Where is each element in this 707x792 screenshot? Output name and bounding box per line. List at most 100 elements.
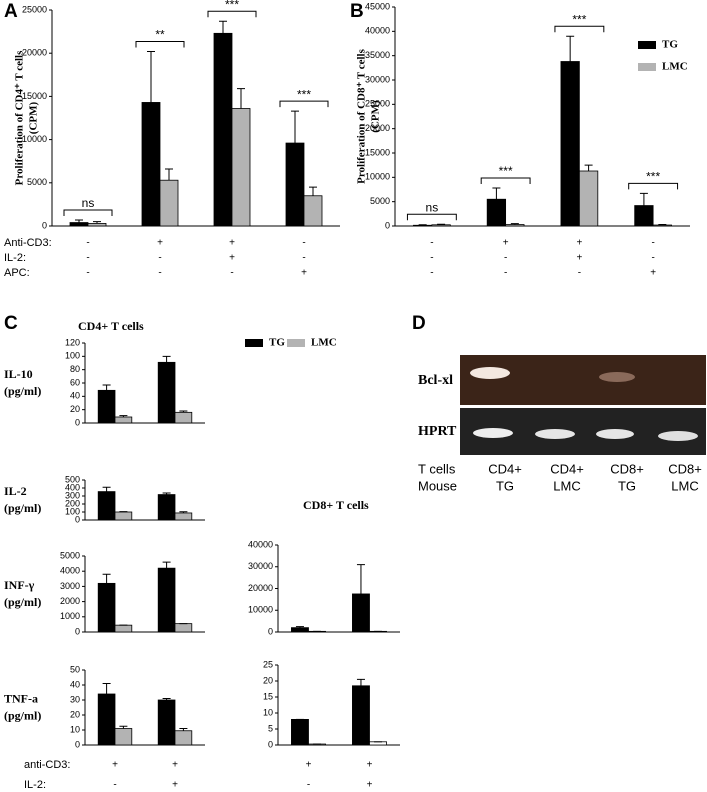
y-tick-label: 5000	[27, 177, 47, 187]
lane-label: LMC	[671, 478, 698, 493]
bar	[213, 32, 233, 227]
condition-mark: -	[430, 238, 433, 249]
significance-label: ***	[297, 87, 311, 101]
y-tick-label: 1000	[60, 611, 80, 621]
legend-swatch	[287, 339, 305, 347]
y-tick-label: 4000	[60, 566, 80, 576]
condition-mark: -	[504, 268, 507, 279]
error-bar	[237, 88, 245, 109]
error-bar	[179, 410, 188, 413]
significance-bracket	[554, 25, 605, 33]
y-axis-label: TNF-a	[4, 691, 38, 705]
y-tick-label: 10	[263, 707, 273, 717]
lane-label: LMC	[553, 478, 580, 493]
lane-label: TG	[618, 478, 636, 493]
error-bar	[639, 192, 648, 206]
condition-mark: -	[158, 253, 161, 264]
y-tick-label: 20	[70, 709, 80, 719]
bar	[174, 512, 193, 521]
error-bar	[566, 35, 575, 62]
condition-label: APC:	[4, 267, 30, 279]
y-tick-label: 400	[65, 482, 80, 492]
y-axis-label: (pg/ml)	[4, 501, 41, 515]
y-tick-label: 0	[75, 739, 80, 749]
y-tick-label: 300	[65, 490, 80, 500]
error-bar	[584, 164, 593, 172]
condition-mark: -	[86, 238, 89, 249]
y-tick-label: 20000	[22, 48, 47, 58]
bar	[560, 61, 580, 227]
legend-swatch	[638, 41, 656, 49]
y-tick-label: 30000	[248, 561, 273, 571]
y-tick-label: 50	[70, 664, 80, 674]
lane-label: CD8+	[610, 461, 644, 476]
gel-image	[460, 355, 706, 405]
condition-mark: -	[158, 268, 161, 279]
bar	[97, 582, 116, 633]
y-tick-label: 10	[70, 724, 80, 734]
condition-mark: -	[430, 268, 433, 279]
significance-bracket	[628, 182, 679, 190]
condition-mark: -	[302, 238, 305, 249]
bar	[231, 108, 251, 227]
bar	[174, 411, 193, 424]
error-bar	[291, 110, 299, 144]
gel-row-label: HPRT	[418, 424, 457, 439]
significance-label: ***	[499, 164, 513, 178]
bar	[114, 728, 133, 746]
bar	[97, 491, 116, 521]
error-bar	[102, 573, 111, 584]
significance-bracket	[279, 100, 329, 108]
panel-title: CD8+ T cells	[303, 498, 369, 512]
bar	[174, 730, 193, 746]
panel-label: C	[4, 313, 18, 334]
y-tick-label: 5000	[370, 196, 390, 206]
bar	[159, 179, 179, 227]
bar	[114, 416, 133, 424]
bar	[291, 627, 309, 633]
condition-mark: +	[172, 760, 178, 771]
y-tick-label: 35000	[365, 50, 390, 60]
error-bar	[492, 187, 501, 200]
band	[658, 431, 698, 441]
bar	[291, 719, 309, 746]
condition-mark: +	[503, 238, 509, 249]
y-tick-label: 0	[268, 626, 273, 636]
y-tick-label: 80	[70, 364, 80, 374]
y-tick-label: 10000	[248, 605, 273, 615]
significance-bracket	[63, 209, 113, 216]
significance-bracket	[406, 213, 457, 221]
y-tick-label: 0	[75, 626, 80, 636]
y-tick-label: 20000	[248, 583, 273, 593]
bar	[114, 511, 133, 521]
y-tick-label: 10000	[365, 172, 390, 182]
y-tick-label: 45000	[365, 1, 390, 11]
y-axis-label: IL-10	[4, 367, 33, 381]
bar	[431, 224, 451, 227]
bar	[303, 195, 323, 227]
y-tick-label: 40	[70, 679, 80, 689]
condition-mark: -	[651, 253, 654, 264]
bar	[157, 361, 176, 424]
panel-label: D	[412, 313, 426, 334]
lane-label: CD4+	[488, 461, 522, 476]
y-axis-label: (CPM)	[28, 101, 40, 134]
gel-header: T cells	[418, 461, 456, 476]
error-bar	[102, 384, 111, 391]
condition-label: IL-2:	[4, 252, 26, 264]
lane-label: TG	[496, 478, 514, 493]
bar	[486, 198, 507, 227]
band	[470, 367, 510, 379]
y-axis-label: INF-γ	[4, 578, 35, 592]
bar	[69, 222, 89, 227]
significance-label: ***	[646, 170, 660, 184]
error-bar	[162, 492, 171, 495]
condition-mark: -	[86, 268, 89, 279]
bar	[285, 142, 305, 227]
y-tick-label: 500	[65, 474, 80, 484]
bar	[114, 624, 133, 633]
error-bar	[147, 50, 155, 103]
y-axis-label: (pg/ml)	[4, 595, 41, 609]
bar	[634, 205, 654, 227]
